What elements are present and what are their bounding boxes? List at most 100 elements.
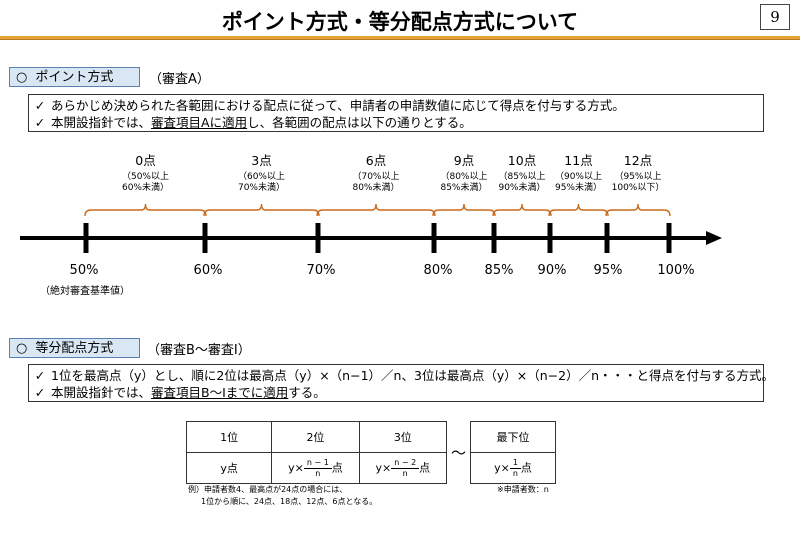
percentage-label: 60% [193,263,223,278]
score-label: 10点 [507,153,537,168]
section-tab-equal-method: ○ 等分配点方式 [9,338,140,358]
underlined-text: 審査項目B～Iまでに適用 [151,385,289,400]
section-tab-point-method: ○ ポイント方式 [9,67,140,87]
denominator: n [402,468,408,478]
formula-prefix: y× [288,461,304,474]
score-label: 6点 [365,153,387,168]
numerator: n − 2 [391,458,420,469]
header-cell: 1位 [185,421,273,453]
numerator: n − 1 [303,458,332,469]
circle-marker: ○ [16,70,28,85]
percentage-label: 100% [657,263,695,278]
range-braces [84,203,671,217]
check-icon: ✓ [34,98,46,113]
score-label: 3点 [251,153,272,168]
score-range-label: 0点 （50%以上 60%未満） [106,150,186,194]
bullet-text: し、各範囲の配点は以下の通りとする。 [247,115,472,130]
range-text: 95%未満） [554,183,602,193]
range-brace [432,203,496,217]
score-label: 11点 [564,153,593,168]
score-scale-diagram [20,203,722,253]
underlined-text: 審査項目Aに適用 [151,115,248,130]
check-icon: ✓ [34,368,46,383]
score-cell: y点 [185,452,273,484]
last-rank-table: 最下位 y× 1 n 点 [470,421,556,484]
bullet-text: 本開設指針では、 [51,115,152,130]
base-value-note: （絶対審査基準値） [40,286,130,297]
denominator: n [512,468,518,478]
range-text: 100%以下） [611,183,665,193]
range-text: （50%以上 [121,172,169,182]
percentage-label: 90% [537,263,567,278]
range-text: 80%未満） [352,183,400,193]
denominator: n [315,468,321,478]
range-text: 70%未満） [237,183,285,193]
section-subtitle: （審査B～審査I） [147,343,251,358]
circle-marker: ○ [16,341,28,356]
axis-tick [547,223,553,253]
score-range-label: 12点 （95%以上 100%以下） [598,150,678,194]
range-text: （80%以上 [440,172,488,182]
header-cell: 3位 [358,421,448,453]
axis-tick [604,223,610,253]
range-brace [492,203,552,217]
range-text: （60%以上 [237,172,285,182]
applicants-note: ※申請者数：n [497,485,549,494]
example-note: 例）申請者数4、最高点が24点の場合には、 [188,485,348,494]
score-range-label: 11点 （90%以上 95%未満） [539,150,619,194]
percentage-label: 85% [484,263,514,278]
axis-ticks [83,223,672,253]
score-range-label: 9点 （80%以上 85%未満） [424,150,504,194]
range-text: （70%以上 [352,172,400,182]
check-icon: ✓ [34,115,46,130]
percentage-label: 70% [306,263,336,278]
score-range-label: 6点 （70%以上 80%未満） [336,150,416,194]
bullet-line: ✓ 本開設指針では、審査項目B～Iまでに適用する。 [29,384,763,401]
axis-tick [491,223,497,253]
score-label: 0点 [135,153,156,168]
range-text: 85%未満） [440,183,488,193]
section-tab-label: 等分配点方式 [35,341,114,356]
percentage-label: 95% [593,263,623,278]
range-brace [605,203,671,217]
header-cell: 最下位 [470,421,556,453]
range-text: （95%以上 [614,172,662,182]
formula-suffix: 点 [520,461,532,474]
formula-suffix: 点 [331,461,343,474]
example-note: 1位から順に、24点、18点、12点、6点となる。 [201,497,378,506]
formula-prefix: y× [494,461,510,474]
section-subtitle: （審査A） [149,72,210,87]
tilde-separator: ～ [451,444,467,462]
range-text: （90%以上 [554,172,602,182]
check-icon: ✓ [34,385,46,400]
bullet-line: ✓ 本開設指針では、審査項目Aに適用し、各範囲の配点は以下の通りとする。 [29,114,763,131]
range-brace [548,203,609,217]
bullet-text: する。 [288,385,326,400]
header-cell: 2位 [271,421,360,453]
description-box: ✓ 1位を最高点（y）とし、順に2位は最高点（y）×（n−1）／n、3位は最高点（… [28,364,774,402]
score-label: 9点 [453,153,475,168]
bullet-text: あらかじめ決められた各範囲における配点に従って、申請者の申請数値に応じて得点を付… [51,98,625,113]
axis-tick [666,223,672,253]
score-range-label: 10点 （85%以上 90%未満） [482,150,562,194]
range-text: 60%未満） [121,183,169,193]
score-label: 12点 [623,153,653,168]
section-tab-label: ポイント方式 [35,70,114,85]
range-brace [316,203,436,217]
bullet-text: 本開設指針では、 [51,385,152,400]
range-brace [203,203,320,217]
axis-tick [431,223,437,253]
bullet-text: 1位を最高点（y）とし、順に2位は最高点（y）×（n−1）／n、3位は最高点（y… [51,368,775,383]
bullet-line: ✓ 1位を最高点（y）とし、順に2位は最高点（y）×（n−1）／n、3位は最高点（… [29,367,774,384]
range-brace [84,203,207,217]
axis-tick [315,223,321,253]
axis-arrow-icon [706,231,722,245]
formula-prefix: y× [375,461,392,474]
numerator: 1 [509,458,521,469]
